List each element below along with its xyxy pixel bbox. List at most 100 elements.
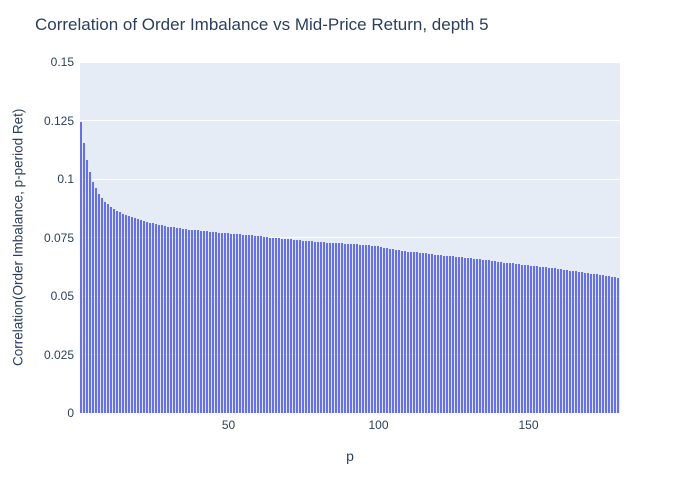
bar bbox=[242, 234, 245, 413]
bar bbox=[437, 254, 440, 413]
bar bbox=[89, 171, 92, 413]
bar bbox=[353, 244, 356, 413]
y-tick-label: 0.1 bbox=[57, 172, 74, 186]
bar bbox=[377, 246, 380, 413]
y-tick-label: 0.15 bbox=[50, 55, 74, 69]
bar bbox=[428, 253, 431, 413]
bar bbox=[605, 275, 608, 413]
bar bbox=[506, 262, 509, 413]
bar bbox=[590, 273, 593, 413]
bar bbox=[251, 235, 254, 413]
bar bbox=[134, 218, 137, 413]
bar bbox=[365, 245, 368, 413]
bar bbox=[125, 215, 128, 413]
bar bbox=[524, 264, 527, 413]
bar bbox=[332, 242, 335, 413]
bar bbox=[575, 271, 578, 413]
bar bbox=[536, 266, 539, 413]
bar bbox=[101, 198, 104, 413]
bar bbox=[512, 263, 515, 413]
bar bbox=[482, 259, 485, 413]
bar bbox=[272, 237, 275, 413]
bar bbox=[128, 216, 131, 413]
bar bbox=[83, 143, 86, 413]
bar bbox=[515, 263, 518, 413]
bar bbox=[329, 242, 332, 413]
bar bbox=[230, 233, 233, 413]
bar bbox=[488, 260, 491, 413]
bar bbox=[581, 272, 584, 413]
bar bbox=[170, 226, 173, 413]
bar bbox=[260, 236, 263, 413]
bar bbox=[395, 249, 398, 413]
bar bbox=[158, 224, 161, 413]
bar bbox=[326, 242, 329, 413]
bar bbox=[551, 268, 554, 413]
bar bbox=[557, 268, 560, 413]
bar bbox=[239, 234, 242, 413]
bar bbox=[479, 259, 482, 413]
plot-area[interactable] bbox=[80, 61, 620, 413]
bar bbox=[467, 258, 470, 413]
bar bbox=[314, 241, 317, 413]
y-tick-label: 0.075 bbox=[43, 230, 74, 245]
bar bbox=[299, 240, 302, 413]
bar bbox=[308, 241, 311, 413]
y-tick-label: 0.025 bbox=[43, 347, 74, 362]
bar bbox=[503, 262, 506, 413]
bar bbox=[266, 237, 269, 413]
bar bbox=[566, 270, 569, 413]
bar bbox=[521, 264, 524, 413]
bar bbox=[293, 239, 296, 413]
bar bbox=[614, 277, 617, 413]
bar bbox=[368, 245, 371, 413]
bar bbox=[122, 213, 125, 413]
bar bbox=[572, 270, 575, 413]
bar bbox=[461, 257, 464, 413]
bar bbox=[419, 252, 422, 413]
bar bbox=[203, 231, 206, 413]
bar bbox=[287, 239, 290, 413]
bar bbox=[338, 243, 341, 413]
bar bbox=[554, 268, 557, 413]
bar bbox=[464, 257, 467, 413]
bar bbox=[164, 225, 167, 413]
bar bbox=[248, 235, 251, 413]
y-tick-label: 0.125 bbox=[43, 113, 74, 128]
bar bbox=[263, 236, 266, 413]
bar bbox=[560, 269, 563, 413]
bar bbox=[371, 245, 374, 413]
bar bbox=[458, 257, 461, 413]
bar bbox=[431, 254, 434, 413]
bar bbox=[254, 235, 257, 413]
bar bbox=[596, 274, 599, 413]
bar bbox=[599, 274, 602, 413]
bar bbox=[542, 266, 545, 413]
bar bbox=[137, 219, 140, 413]
bar bbox=[167, 226, 170, 413]
bar bbox=[110, 206, 113, 413]
bar bbox=[383, 247, 386, 413]
bar bbox=[578, 271, 581, 413]
bar bbox=[401, 250, 404, 413]
bar bbox=[182, 228, 185, 413]
bar bbox=[611, 276, 614, 413]
bar bbox=[197, 230, 200, 413]
bar bbox=[185, 229, 188, 413]
bar bbox=[215, 232, 218, 413]
bar bbox=[281, 238, 284, 413]
bar bbox=[434, 254, 437, 413]
bar bbox=[194, 230, 197, 413]
bar bbox=[593, 274, 596, 413]
bar bbox=[152, 223, 155, 413]
bar bbox=[221, 232, 224, 413]
bar bbox=[143, 220, 146, 413]
bar bbox=[539, 266, 542, 413]
bar bbox=[116, 210, 119, 413]
bar bbox=[296, 240, 299, 413]
bar bbox=[452, 256, 455, 413]
bar bbox=[104, 201, 107, 413]
bar bbox=[284, 238, 287, 413]
x-axis-title: p bbox=[346, 448, 354, 464]
y-tick-label: 0.05 bbox=[50, 289, 74, 303]
